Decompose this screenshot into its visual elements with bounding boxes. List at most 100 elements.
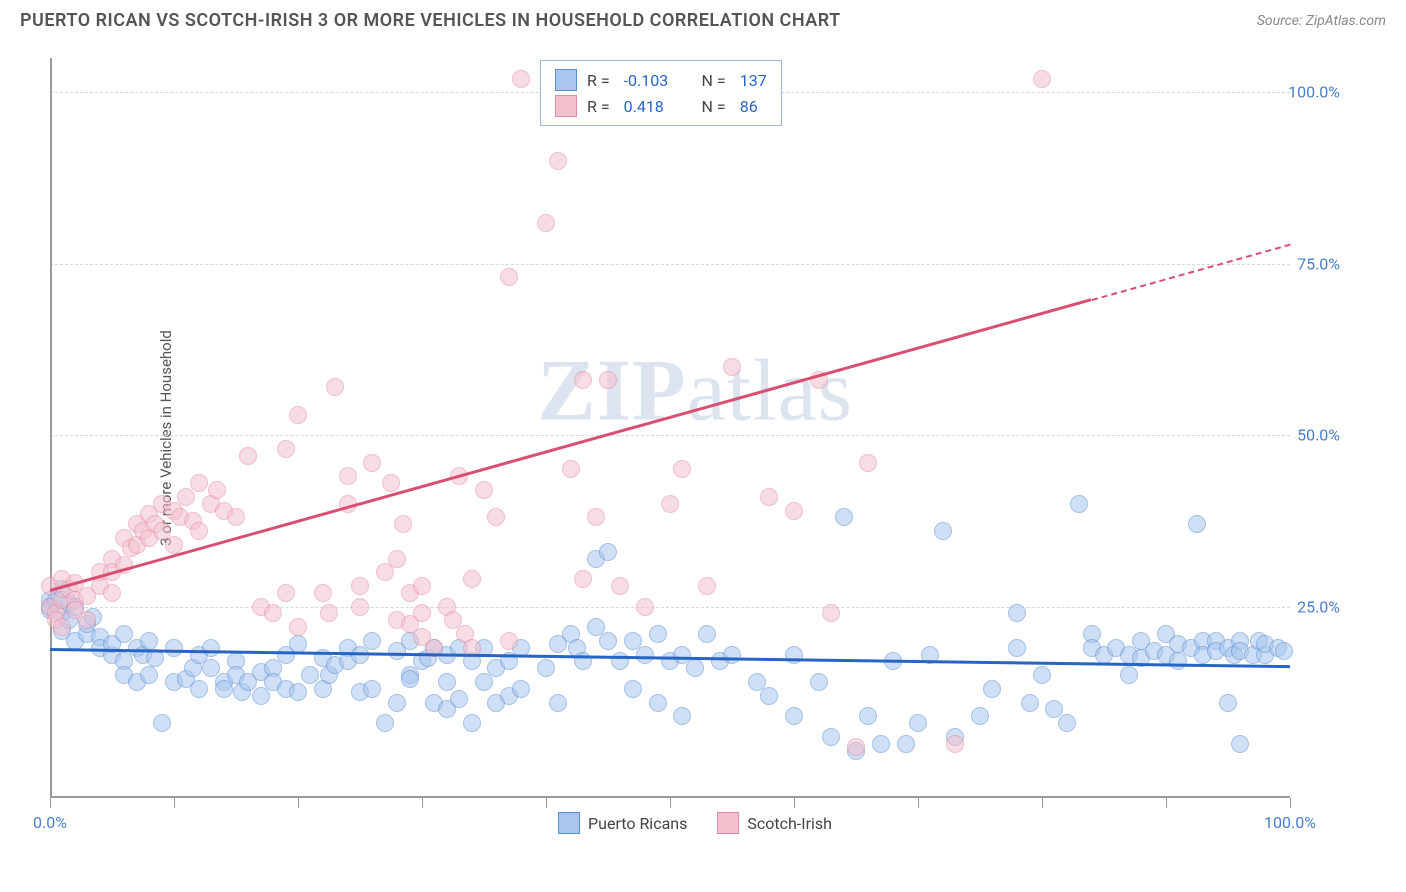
series-swatch: [555, 95, 577, 117]
legend: Puerto Ricans Scotch-Irish: [558, 812, 832, 834]
data-point: [388, 694, 406, 712]
data-point: [946, 735, 964, 753]
data-point: [562, 460, 580, 478]
data-point: [897, 735, 915, 753]
data-point: [227, 508, 245, 526]
data-point: [208, 481, 226, 499]
data-point: [971, 707, 989, 725]
data-point: [587, 508, 605, 526]
data-point: [165, 639, 183, 657]
data-point: [413, 604, 431, 622]
data-point: [487, 508, 505, 526]
data-point: [1021, 694, 1039, 712]
data-point: [673, 707, 691, 725]
stats-n-value: 137: [740, 71, 767, 90]
data-point: [1275, 642, 1293, 660]
stats-n-label: N =: [694, 97, 726, 116]
data-point: [1033, 70, 1051, 88]
data-point: [190, 474, 208, 492]
stats-n-label: N =: [694, 71, 726, 90]
data-point: [983, 680, 1001, 698]
data-point: [636, 646, 654, 664]
data-point: [388, 550, 406, 568]
gridline: [50, 264, 1290, 265]
legend-item: Scotch-Irish: [717, 812, 832, 834]
data-point: [376, 714, 394, 732]
data-point: [339, 467, 357, 485]
legend-label: Puerto Ricans: [588, 814, 687, 833]
data-point: [413, 577, 431, 595]
data-point: [289, 618, 307, 636]
data-point: [760, 488, 778, 506]
data-point: [872, 735, 890, 753]
data-point: [277, 584, 295, 602]
data-point: [78, 611, 96, 629]
data-point: [289, 406, 307, 424]
data-point: [661, 495, 679, 513]
data-point: [351, 598, 369, 616]
data-point: [394, 515, 412, 533]
data-point: [103, 584, 121, 602]
data-point: [140, 666, 158, 684]
data-point: [673, 460, 691, 478]
gridline: [50, 607, 1290, 608]
data-point: [500, 268, 518, 286]
legend-swatch: [558, 812, 580, 834]
y-axis: [50, 58, 52, 798]
x-tick: [546, 798, 547, 808]
y-tick-label: 25.0%: [1297, 597, 1340, 616]
data-point: [537, 659, 555, 677]
data-point: [723, 646, 741, 664]
x-tick: [1042, 798, 1043, 808]
chart-area: 3 or more Vehicles in Household ZIPatlas…: [50, 48, 1340, 828]
data-point: [537, 214, 555, 232]
gridline: [50, 435, 1290, 436]
data-point: [859, 707, 877, 725]
data-point: [239, 447, 257, 465]
x-tick-label: 100.0%: [1264, 813, 1316, 832]
data-point: [1188, 515, 1206, 533]
data-point: [909, 714, 927, 732]
y-tick-label: 75.0%: [1297, 254, 1340, 273]
x-tick: [918, 798, 919, 808]
data-point: [53, 618, 71, 636]
legend-label: Scotch-Irish: [747, 814, 832, 833]
data-point: [382, 474, 400, 492]
data-point: [1219, 694, 1237, 712]
x-tick: [50, 798, 51, 808]
data-point: [314, 584, 332, 602]
data-point: [934, 522, 952, 540]
x-tick: [422, 798, 423, 808]
plot-surface: 25.0%50.0%75.0%100.0%0.0%100.0%: [50, 48, 1340, 828]
data-point: [1120, 666, 1138, 684]
data-point: [1008, 639, 1026, 657]
data-point: [463, 570, 481, 588]
data-point: [289, 683, 307, 701]
data-point: [624, 680, 642, 698]
data-point: [549, 152, 567, 170]
data-point: [363, 632, 381, 650]
trendline-dash: [1091, 243, 1290, 300]
x-tick: [670, 798, 671, 808]
data-point: [500, 632, 518, 650]
data-point: [822, 728, 840, 746]
data-point: [1231, 735, 1249, 753]
data-point: [686, 659, 704, 677]
data-point: [450, 690, 468, 708]
stats-row: R =-0.103 N = 137: [555, 67, 767, 93]
legend-item: Puerto Ricans: [558, 812, 687, 834]
x-tick: [794, 798, 795, 808]
data-point: [277, 440, 295, 458]
trendline: [50, 299, 1092, 593]
data-point: [723, 358, 741, 376]
data-point: [463, 714, 481, 732]
y-tick-label: 100.0%: [1288, 83, 1340, 102]
stats-box: R =-0.103 N = 137R =0.418 N = 86: [540, 60, 782, 126]
x-tick: [1166, 798, 1167, 808]
data-point: [549, 694, 567, 712]
data-point: [202, 639, 220, 657]
data-point: [698, 577, 716, 595]
data-point: [190, 680, 208, 698]
stats-r-value: 0.418: [624, 97, 684, 116]
data-point: [611, 577, 629, 595]
